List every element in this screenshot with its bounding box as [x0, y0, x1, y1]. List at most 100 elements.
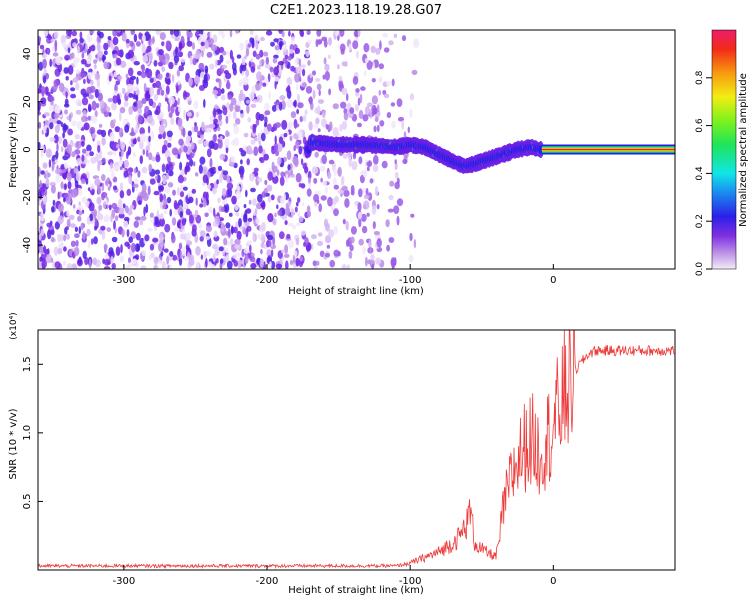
noise-speckle — [114, 126, 121, 133]
noise-speckle — [296, 83, 299, 91]
noise-speckle — [313, 123, 319, 129]
noise-speckle — [372, 61, 375, 70]
noise-speckle — [54, 159, 59, 164]
noise-speckle — [166, 78, 171, 86]
noise-speckle — [370, 253, 375, 261]
snr-y-multiplier: (x10⁴) — [9, 312, 19, 339]
noise-speckle — [264, 179, 268, 186]
noise-speckle — [214, 246, 221, 256]
noise-speckle — [250, 187, 256, 193]
noise-speckle — [255, 40, 259, 50]
noise-speckle — [71, 30, 78, 37]
noise-speckle — [68, 214, 75, 220]
noise-speckle — [169, 264, 173, 269]
noise-speckle — [308, 39, 312, 45]
noise-speckle — [329, 121, 333, 131]
noise-speckle — [246, 104, 250, 114]
noise-speckle — [179, 233, 186, 240]
noise-speckle — [216, 179, 219, 185]
snr-series-line — [38, 330, 675, 570]
noise-speckle — [103, 243, 108, 250]
noise-speckle — [388, 194, 394, 201]
noise-speckle — [267, 171, 274, 181]
noise-speckle — [120, 60, 127, 68]
noise-speckle — [333, 208, 339, 217]
noise-speckle — [371, 263, 375, 269]
noise-speckle — [121, 87, 126, 95]
noise-speckle — [45, 73, 50, 80]
noise-speckle — [71, 151, 76, 158]
noise-speckle — [297, 197, 301, 203]
noise-speckle — [357, 211, 362, 220]
snr-x-ticks: -300 -200 -100 0 — [113, 565, 557, 587]
noise-speckle — [253, 146, 259, 157]
noise-speckle — [126, 151, 129, 160]
noise-speckle — [260, 202, 266, 208]
noise-speckle — [126, 229, 130, 238]
noise-speckle — [388, 40, 394, 46]
noise-speckle — [188, 31, 193, 38]
noise-speckle — [81, 97, 89, 106]
noise-speckle — [112, 141, 119, 152]
noise-speckle — [221, 206, 225, 212]
noise-speckle — [167, 103, 171, 113]
noise-speckle — [217, 165, 223, 172]
noise-speckle — [158, 133, 163, 140]
noise-speckle — [381, 160, 388, 169]
noise-speckle — [329, 259, 336, 268]
noise-speckle — [90, 238, 94, 245]
noise-speckle — [40, 152, 44, 158]
noise-speckle — [226, 174, 230, 185]
noise-speckle — [41, 262, 46, 269]
noise-speckle — [153, 256, 159, 265]
noise-speckle — [277, 209, 283, 216]
noise-speckle — [345, 220, 349, 231]
noise-speckle — [215, 108, 221, 113]
noise-speckle — [165, 58, 169, 65]
noise-speckle — [332, 127, 339, 137]
noise-speckle — [182, 186, 188, 191]
noise-speckle — [270, 194, 275, 201]
noise-speckle — [203, 250, 207, 259]
noise-speckle — [337, 189, 344, 194]
noise-speckle — [72, 204, 76, 209]
noise-speckle — [372, 164, 379, 173]
noise-speckle — [113, 118, 116, 124]
noise-speckle — [182, 127, 186, 138]
noise-speckle — [287, 121, 293, 129]
noise-speckle — [47, 229, 52, 240]
noise-speckle — [81, 58, 87, 65]
noise-speckle — [324, 63, 330, 72]
noise-speckle — [379, 40, 382, 51]
noise-speckle — [193, 161, 196, 167]
noise-speckle — [50, 96, 55, 102]
noise-speckle — [80, 88, 87, 96]
noise-speckle — [46, 127, 50, 137]
noise-speckle — [169, 208, 172, 217]
noise-speckle — [239, 225, 244, 230]
noise-speckle — [112, 30, 118, 37]
noise-speckle — [89, 151, 94, 157]
noise-speckle — [82, 230, 86, 240]
noise-speckle — [374, 116, 379, 122]
noise-speckle — [101, 174, 106, 182]
noise-speckle — [314, 265, 318, 269]
noise-speckle — [97, 160, 103, 166]
noise-speckle — [235, 212, 240, 217]
noise-speckle — [53, 246, 59, 256]
noise-speckle — [141, 166, 148, 174]
noise-speckle — [135, 123, 139, 134]
noise-speckle — [198, 222, 203, 229]
noise-speckle — [149, 212, 154, 219]
noise-speckle — [128, 92, 133, 98]
noise-speckle — [179, 161, 183, 171]
noise-speckle — [141, 98, 147, 104]
noise-speckle — [64, 183, 67, 190]
noise-speckle — [238, 147, 244, 152]
noise-speckle — [263, 153, 270, 161]
noise-speckle — [94, 110, 98, 118]
noise-speckle — [136, 70, 143, 76]
noise-speckle — [212, 253, 216, 263]
noise-speckle — [363, 200, 370, 210]
noise-speckle — [45, 91, 51, 96]
